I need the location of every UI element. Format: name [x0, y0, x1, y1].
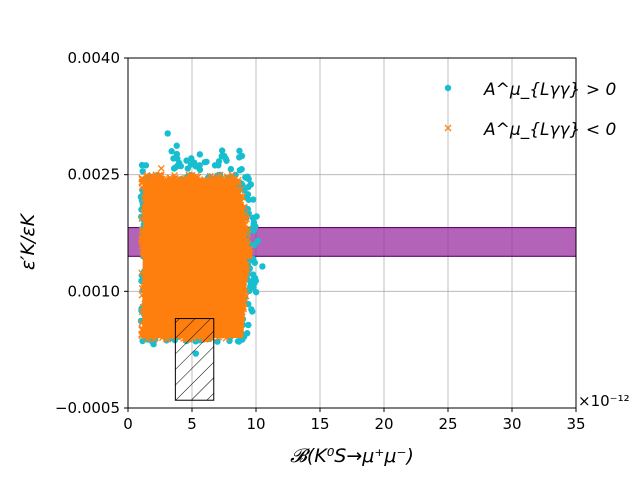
scatter-point-positive — [196, 162, 203, 169]
scatter-point-positive — [139, 337, 146, 345]
scatter-point-positive — [222, 155, 229, 162]
scatter-point-negative — [216, 171, 224, 179]
scatter-point-negative — [246, 245, 254, 253]
scatter-point-positive — [203, 158, 210, 165]
y-tick-label: 0.0010 — [68, 282, 121, 300]
scatter-point-positive — [250, 276, 257, 283]
scatter-point-negative — [245, 246, 253, 254]
scatter-point-positive — [173, 150, 181, 158]
y-axis-label: ε′K/εK — [17, 212, 39, 270]
x-tick-label: 15 — [310, 415, 329, 433]
scatter-point-positive — [196, 151, 204, 158]
scatter-point-negative — [157, 164, 165, 172]
scatter-point-positive — [211, 162, 219, 169]
y-tick-label: −0.0005 — [55, 399, 120, 417]
scatter-point-positive — [176, 159, 183, 167]
scatter-point-positive — [234, 338, 242, 345]
x-tick-label: 5 — [187, 415, 197, 433]
scatter-point-positive — [259, 263, 266, 270]
scatter-point-positive — [188, 155, 195, 162]
legend-label-negative: A^μ_{Lγγ} < 0 — [483, 120, 616, 140]
scatter-point-positive — [227, 165, 235, 173]
scatter-point-negative — [206, 172, 214, 180]
scatter-point-positive — [164, 130, 171, 137]
scatter-point-positive — [142, 162, 150, 169]
scatter-point-positive — [214, 338, 221, 345]
y-ticks: −0.0005 0.0010 0.0025 0.0040 — [55, 49, 128, 417]
scatter-point-positive — [248, 306, 255, 313]
scatter-point-positive — [242, 174, 249, 181]
scatter-point-positive — [173, 142, 180, 149]
hatched-box — [174, 318, 215, 401]
scatter-point-negative — [245, 252, 253, 260]
scatter-point-negative — [228, 171, 236, 179]
scatter-point-positive — [238, 165, 245, 173]
legend-label-positive: A^μ_{Lγγ} > 0 — [483, 80, 616, 100]
scatter-point-negative — [143, 171, 151, 179]
x-tick-label: 0 — [123, 415, 133, 433]
scatter-point-positive — [184, 165, 192, 172]
legend-marker-positive — [444, 84, 452, 92]
scatter-point-positive — [218, 147, 226, 154]
x-tick-label: 25 — [438, 415, 457, 433]
x-scale-label: ×10⁻¹² — [578, 392, 630, 410]
scatter-point-positive — [254, 237, 262, 245]
scatter-point-positive — [251, 241, 258, 249]
x-tick-label: 35 — [566, 415, 585, 433]
legend-marker-negative — [444, 124, 452, 132]
box-layer — [174, 318, 215, 401]
scatter-point-positive — [183, 157, 190, 164]
scatter-dense-core — [142, 178, 248, 338]
x-axis-label: 𝓑(K⁰S→μ⁺μ⁻) — [290, 445, 414, 467]
scatter-point-positive — [250, 196, 257, 203]
x-tick-label: 10 — [246, 415, 265, 433]
y-tick-label: 0.0025 — [68, 166, 121, 184]
scatter-point-positive — [250, 219, 258, 226]
scatter-point-positive — [150, 341, 157, 348]
scatter-point-positive — [168, 148, 175, 155]
plot-frame — [127, 57, 577, 409]
scatter-point-positive — [236, 147, 243, 155]
scatter-point-positive — [236, 154, 243, 161]
scatter-layer — [137, 130, 266, 357]
legend: A^μ_{Lγγ} > 0 A^μ_{Lγγ} < 0 — [444, 80, 616, 140]
scatter-point-negative — [237, 185, 245, 193]
scatter-point-positive — [245, 321, 252, 329]
y-tick-label: 0.0040 — [68, 49, 121, 67]
scatter-point-positive — [252, 288, 260, 296]
x-tick-label: 30 — [502, 415, 521, 433]
scatter-point-positive — [170, 165, 178, 172]
x-tick-label: 20 — [374, 415, 393, 433]
x-ticks: 0 5 10 15 20 25 30 35 — [123, 408, 586, 433]
